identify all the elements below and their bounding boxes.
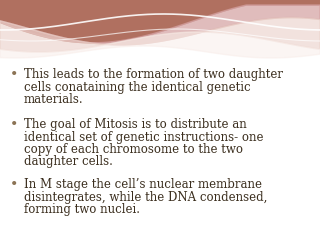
Text: forming two nuclei.: forming two nuclei. bbox=[24, 203, 140, 216]
Text: cells conataining the identical genetic: cells conataining the identical genetic bbox=[24, 80, 251, 94]
Text: copy of each chromosome to the two: copy of each chromosome to the two bbox=[24, 143, 243, 156]
Text: •: • bbox=[10, 68, 18, 82]
Text: •: • bbox=[10, 178, 18, 192]
Text: This leads to the formation of two daughter: This leads to the formation of two daugh… bbox=[24, 68, 283, 81]
Text: •: • bbox=[10, 118, 18, 132]
Text: materials.: materials. bbox=[24, 93, 84, 106]
Text: The goal of Mitosis is to distribute an: The goal of Mitosis is to distribute an bbox=[24, 118, 247, 131]
Text: In M stage the cell’s nuclear membrane: In M stage the cell’s nuclear membrane bbox=[24, 178, 262, 191]
Text: daughter cells.: daughter cells. bbox=[24, 156, 113, 168]
Text: disintegrates, while the DNA condensed,: disintegrates, while the DNA condensed, bbox=[24, 191, 268, 204]
Text: identical set of genetic instructions- one: identical set of genetic instructions- o… bbox=[24, 131, 263, 144]
